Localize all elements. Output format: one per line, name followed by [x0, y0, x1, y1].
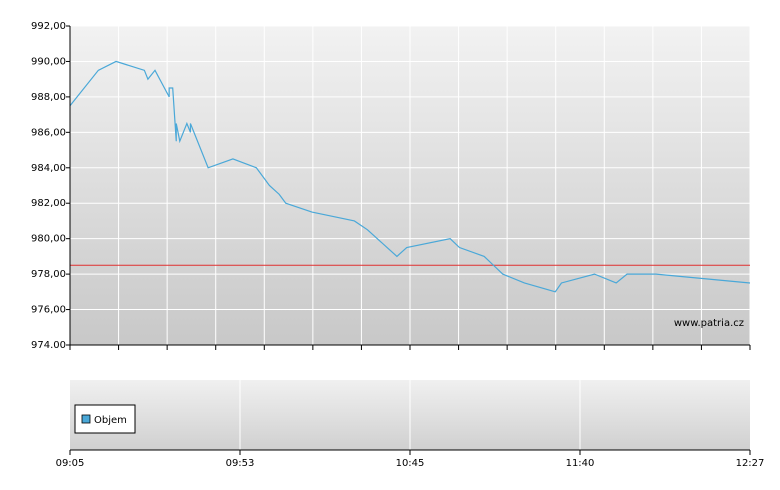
x-tick-label: 11:40	[566, 458, 595, 469]
legend-swatch	[81, 414, 91, 424]
y-tick-label: 990,00	[31, 56, 66, 67]
layer: 974.00 976,00 978,00 980,00 982,00 984,00 986,…	[31, 21, 764, 469]
x-tick-label: 09:53	[226, 458, 255, 469]
price-line	[69, 60, 751, 293]
y-tick-label: 984,00	[31, 163, 66, 174]
y-tick-label: 986,00	[31, 127, 66, 138]
vertical-grid	[69, 26, 751, 350]
y-tick-label: 982,00	[31, 198, 66, 209]
x-tick-label: 09:05	[56, 458, 85, 469]
y-tick-label: 976,00	[31, 305, 66, 316]
legend-label: Objem	[94, 415, 127, 426]
x-tick-label: 10:45	[396, 458, 425, 469]
y-tick-label: 974.00	[31, 340, 66, 351]
y-tick-label: 992,00	[31, 21, 66, 32]
y-tick-label: 988,00	[31, 92, 66, 103]
watermark: www.patria.cz	[674, 318, 744, 329]
y-tick-label: 978,00	[31, 269, 66, 280]
y-tick-label: 980,00	[31, 234, 66, 245]
x-tick-label: 12:27	[736, 458, 765, 469]
